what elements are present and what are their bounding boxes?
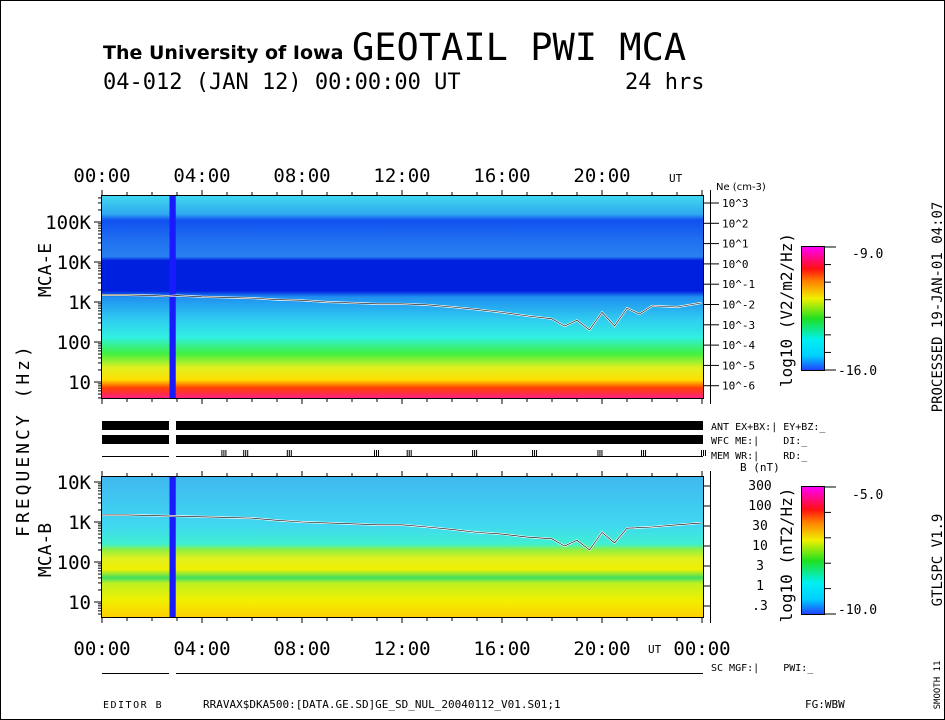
x-tick-label-e: 20:00 (573, 165, 630, 187)
x-tick-label-e: 08:00 (273, 165, 330, 187)
duration-label: 24 hrs (625, 70, 704, 95)
right-tick-label-e: 10^-1 (722, 278, 755, 291)
fg-label: FG:WBW (805, 698, 845, 711)
x-tick-label-b: 00:00 (673, 638, 730, 660)
mca-e-colorbar-min: -16.0 (838, 364, 877, 379)
wfc-status-bar (102, 435, 169, 444)
right-tick-label-b: 30 (752, 519, 768, 534)
ant-status-text: ANT EX+BX:| EY+BZ:_ (711, 422, 826, 433)
mca-b-data-gap (169, 477, 176, 617)
x-tick-label-e: 16:00 (473, 165, 530, 187)
y-tick-label-b: 1K (68, 512, 91, 534)
x-tick-label-e: 12:00 (373, 165, 430, 187)
data-file-path: RRAVAX$DKA500:[DATA.GE.SD]GE_SD_NUL_2004… (203, 698, 561, 711)
mca-e-colorbar-label: log10 (V2/m2/Hz) (777, 233, 796, 387)
mem-status-text: MEM WR:| RD:_ (711, 451, 808, 462)
mca-b-colorbar-label: log10 (nT2/Hz) (777, 488, 796, 623)
mca-e-trace-outline (102, 294, 703, 331)
plot-title: GEOTAIL PWI MCA (352, 26, 686, 69)
b-axis-label: B (nT) (740, 461, 780, 474)
frequency-axis-label: FREQUENCY (Hz) (13, 343, 34, 537)
mca-b-label: MCA-B (35, 523, 56, 577)
right-tick-label-e: 10^-2 (722, 299, 755, 312)
mca-e-colorbar (801, 246, 825, 371)
mca-b-colorbar-min: -10.0 (838, 603, 877, 618)
institution-name: The University of Iowa (103, 42, 343, 64)
ne-axis-label: Ne (cm-3) (716, 182, 766, 193)
y-tick-label-e: 10 (68, 372, 91, 394)
y-tick-label-e: 100K (45, 212, 91, 234)
y-tick-label-b: 10K (57, 472, 92, 494)
right-tick-label-b: .3 (752, 599, 768, 614)
right-tick-label-e: 10^0 (722, 258, 749, 271)
x-tick-label-b: 00:00 (73, 638, 130, 660)
mca-b-colorbar (801, 486, 825, 615)
ut-label-top: UT (669, 172, 683, 185)
smooth-label: SMOOTH 11 (933, 661, 943, 710)
editor-label: EDITOR B (103, 700, 163, 711)
right-tick-label-e: 10^-4 (722, 339, 755, 352)
mca-e-label: MCA-E (35, 243, 56, 297)
right-tick-label-e: 10^2 (722, 217, 749, 230)
x-tick-label-b: 08:00 (273, 638, 330, 660)
mca-b-trace-outline (102, 514, 703, 551)
right-tick-label-e: 10^3 (722, 197, 749, 210)
right-tick-label-b: 100 (748, 499, 771, 514)
right-tick-label-b: 10 (752, 539, 768, 554)
mem-status-ticks (221, 450, 706, 456)
y-tick-label-e: 1K (68, 292, 91, 314)
x-tick-label-b: 12:00 (373, 638, 430, 660)
right-tick-label-b: 300 (748, 479, 771, 494)
version-label: GTLSPC V1.9 (930, 514, 945, 607)
ant-status-bar (102, 421, 169, 430)
right-tick-label-e: 10^-6 (722, 380, 755, 393)
right-tick-label-e: 10^1 (722, 238, 749, 251)
right-tick-label-b: 3 (756, 559, 764, 574)
date-line: 04-012 (JAN 12) 00:00:00 UT (103, 70, 461, 95)
x-tick-label-b: 16:00 (473, 638, 530, 660)
y-tick-label-e: 100 (57, 332, 91, 354)
processed-label: PROCESSED 19-JAN-01 04:07 (930, 202, 945, 413)
right-tick-label-e: 10^-3 (722, 319, 755, 332)
x-tick-label-b: 04:00 (173, 638, 230, 660)
data-gap-band (169, 196, 176, 398)
x-tick-label-e: 00:00 (73, 165, 130, 187)
y-tick-label-b: 10 (68, 592, 91, 614)
y-tick-label-e: 10K (57, 252, 92, 274)
mca-e-colorbar-max: -9.0 (852, 247, 883, 262)
right-tick-label-e: 10^-5 (722, 359, 755, 372)
right-tick-label-b: 1 (756, 579, 764, 594)
wfc-status-text: WFC ME:| DI:_ (711, 436, 808, 447)
y-tick-label-b: 100 (57, 552, 91, 574)
wfc-status-bar (176, 435, 703, 444)
mca-b-spectrogram (102, 477, 703, 617)
sc-status-text: SC MGF:| PWI:_ (711, 663, 814, 674)
mca-e-data-gap (169, 196, 176, 398)
ut-label-bottom: UT (648, 643, 662, 656)
ant-status-bar (176, 421, 703, 430)
x-tick-label-e: 04:00 (173, 165, 230, 187)
mca-b-colorbar-max: -5.0 (852, 488, 883, 503)
data-gap-band (169, 477, 176, 617)
x-tick-label-b: 20:00 (573, 638, 630, 660)
